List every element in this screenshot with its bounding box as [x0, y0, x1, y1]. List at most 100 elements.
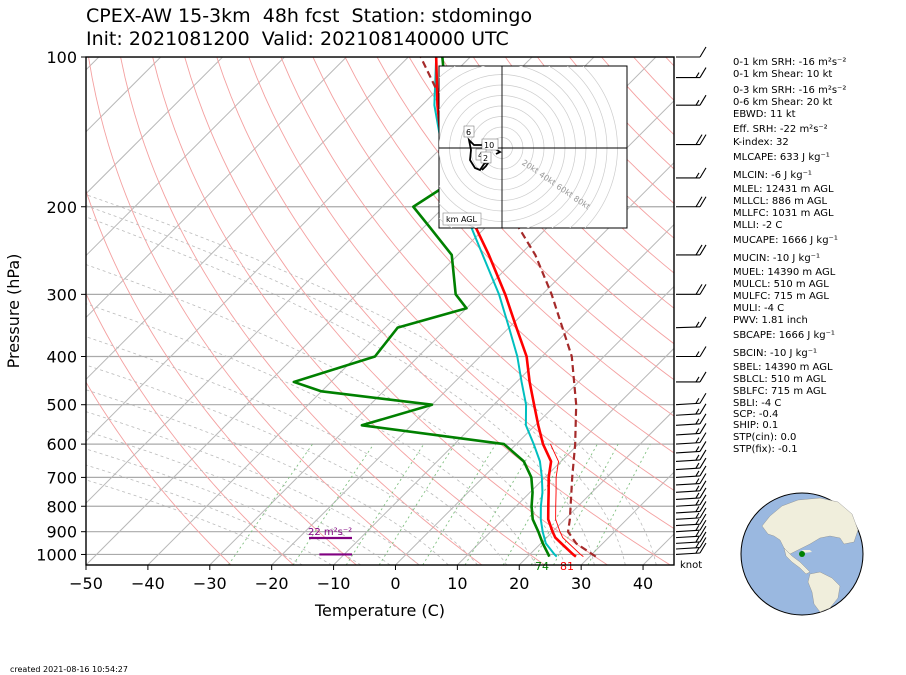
wind-barb-staff: [675, 523, 700, 527]
index-line: MUCIN: -10 J kg⁻¹: [733, 253, 820, 264]
wind-barb: [676, 284, 707, 295]
isotherm: [271, 161, 674, 565]
index-line: SBEL: 14390 m AGL: [733, 362, 833, 373]
index-line: MLCAPE: 633 J kg⁻¹: [733, 152, 830, 163]
wind-barb: [676, 346, 707, 358]
wind-barb-feather: [699, 244, 707, 256]
index-line: 0-1 km SRH: -16 m²s⁻²: [733, 57, 847, 68]
station-location-dot: [799, 551, 805, 557]
wind-barb-feather: [699, 134, 707, 145]
wind-barb: [675, 423, 707, 436]
dry-adiabat: [86, 189, 357, 565]
wind-barb-half-feather: [695, 506, 700, 512]
wind-barb-half-feather: [695, 499, 700, 506]
wind-barb: [675, 537, 707, 550]
wind-barb-half-feather: [695, 376, 700, 383]
index-line: 0-3 km SRH: -16 m²s⁻²: [733, 85, 847, 96]
station-locator-globe: [740, 492, 864, 616]
wind-barb-feather: [699, 501, 707, 512]
moist-adiabat: [86, 448, 362, 565]
wind-barb-staff: [675, 482, 700, 486]
x-tick-label: 10: [447, 574, 467, 593]
isotherm: [86, 57, 285, 257]
chart-title-line1: CPEX-AW 15-3km 48h fcst Station: stdomin…: [86, 5, 533, 27]
wind-barb-feather: [699, 432, 707, 443]
index-line: SBLFC: 715 m AGL: [733, 386, 827, 397]
x-tick-label: 0: [390, 574, 400, 593]
y-tick-label: 700: [46, 468, 77, 487]
index-line: 0-1 km Shear: 10 kt: [733, 69, 833, 80]
moist-adiabat: [86, 411, 420, 565]
moist-adiabat: [86, 389, 449, 565]
wind-barb: [676, 46, 707, 58]
moist-adiabat: [86, 205, 626, 565]
dry-adiabat: [86, 292, 294, 565]
y-tick-label: 900: [46, 523, 77, 542]
wind-barb-half-feather: [695, 437, 700, 443]
wind-barb-feather: [699, 513, 707, 525]
wind-barb-feather: [699, 531, 707, 543]
wind-barb-half-feather: [695, 470, 700, 477]
wind-barb-feather: [699, 473, 707, 484]
wind-barb-half-feather: [695, 512, 700, 519]
y-tick-label: 800: [46, 497, 77, 516]
wind-barb-staff: [675, 552, 700, 556]
wind-barb-staff: [675, 459, 700, 462]
index-line: MULI: -4 C: [733, 303, 785, 314]
wind-barb-half-feather: [695, 536, 700, 543]
mixing-ratio-line: [464, 443, 536, 565]
wind-barb-feather: [695, 134, 703, 145]
wind-barb-half-feather: [695, 408, 700, 415]
globe-caribbean-islands: [802, 550, 812, 553]
wind-barb: [675, 494, 707, 507]
moist-adiabat: [86, 479, 303, 565]
wind-barb-feather: [699, 67, 707, 78]
wind-barb-feather: [699, 507, 707, 519]
wind-barb-feather: [699, 316, 707, 328]
x-tick-label: 40: [633, 574, 653, 593]
wind-barb-half-feather: [695, 478, 700, 484]
wind-barb-feather: [699, 494, 707, 506]
moist-adiabat: [86, 336, 508, 565]
isotherm: [86, 57, 223, 195]
wind-barb: [675, 465, 707, 478]
wind-barb-feather: [699, 413, 707, 425]
wind-barb: [675, 316, 707, 329]
wind-barb-half-feather: [695, 446, 700, 452]
wind-barb-feather: [695, 196, 703, 208]
wind-barb-feather: [699, 542, 707, 554]
index-line: SHIP: 0.1: [733, 420, 779, 431]
y-tick-label: 600: [46, 435, 77, 454]
wind-barb-staff: [675, 546, 700, 550]
plot-area: [86, 57, 674, 565]
index-line: MLLFC: 1031 m AGL: [733, 208, 834, 219]
wind-barb: [675, 501, 707, 514]
wind-barb: [675, 519, 707, 533]
globe-central-america: [783, 547, 811, 575]
wind-barb-feather: [699, 537, 707, 548]
isotherm: [395, 285, 674, 565]
wind-barb-half-feather: [695, 518, 700, 525]
wind-units-label: knot: [680, 560, 703, 571]
wind-barb-half-feather: [695, 530, 700, 537]
x-tick-label: −30: [193, 574, 227, 593]
wind-barb-staff: [675, 535, 700, 539]
wind-barb-half-feather: [695, 397, 700, 404]
dry-adiabat: [216, 57, 671, 565]
index-line: SBCIN: -10 J kg⁻¹: [733, 348, 818, 359]
wind-barb-staff: [675, 517, 700, 520]
wind-barb-staff: [675, 442, 700, 445]
wind-barb-feather: [699, 196, 707, 208]
hodograph-height-box: [481, 138, 499, 151]
wind-barb: [675, 525, 707, 539]
globe-north-america: [761, 497, 859, 555]
x-tick-label: 20: [509, 574, 529, 593]
wind-barb-staff: [675, 432, 700, 436]
wind-barb-staff: [675, 467, 700, 471]
index-line: MLLCL: 886 m AGL: [733, 196, 828, 207]
wind-barb: [675, 513, 707, 527]
isotherm: [86, 57, 409, 381]
wind-barb-feather: [699, 371, 707, 383]
wind-barb: [675, 457, 707, 471]
x-tick-label: 30: [571, 574, 591, 593]
